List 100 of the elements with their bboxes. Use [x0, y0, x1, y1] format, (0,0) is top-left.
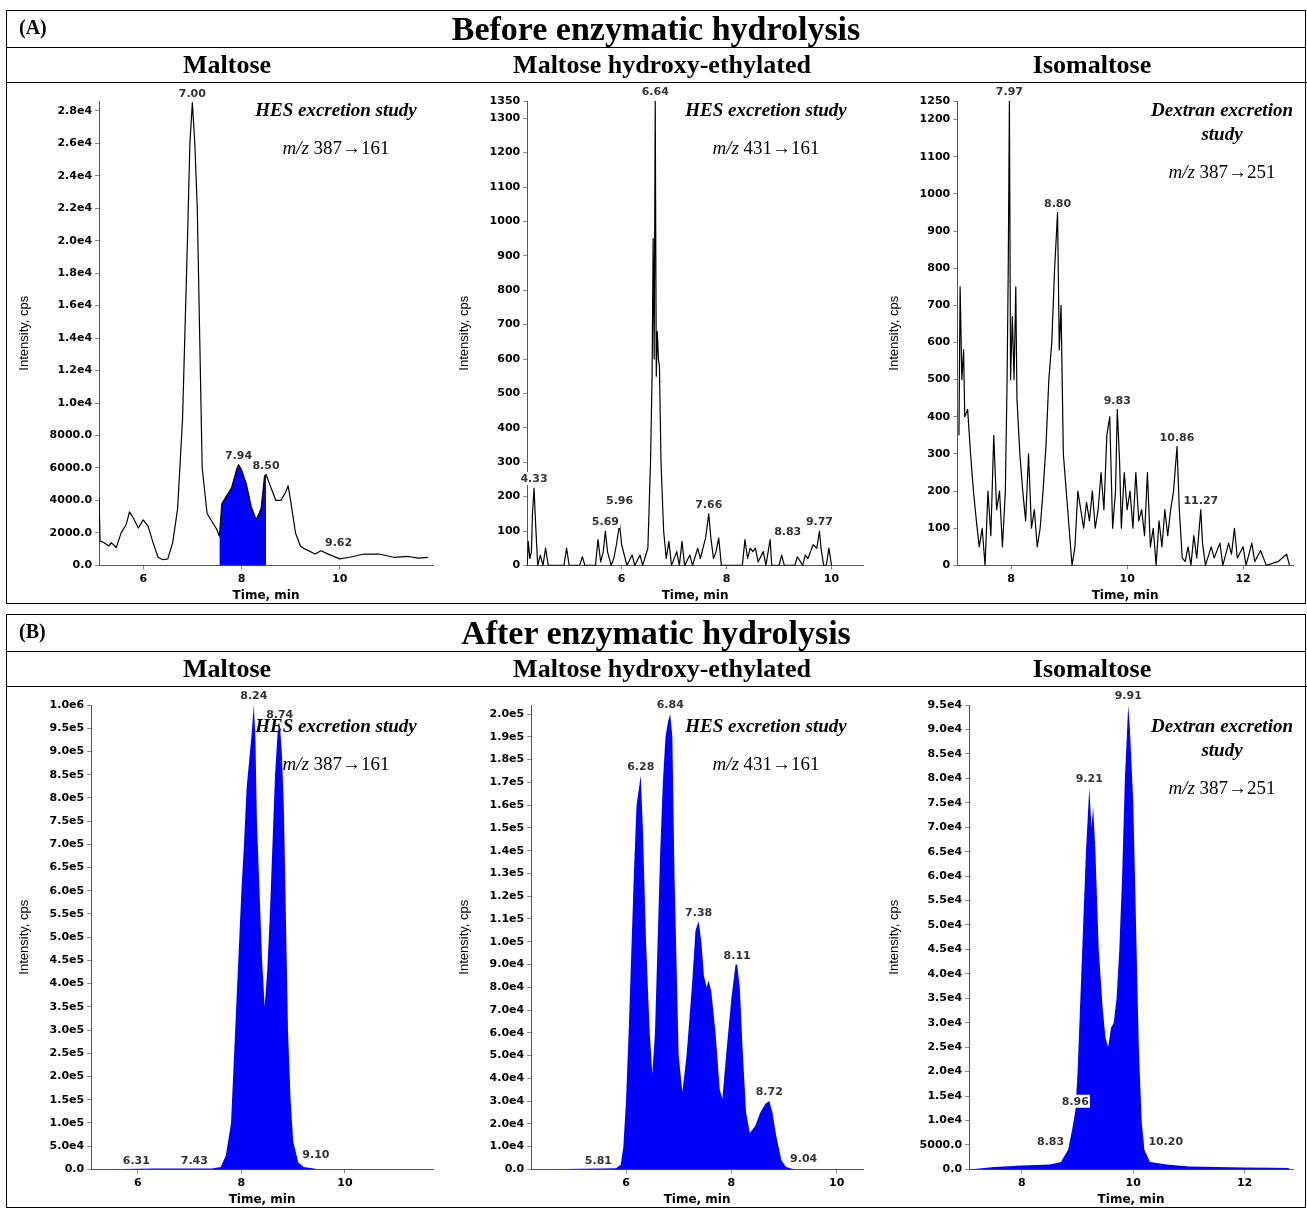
annotation: 7.97 [995, 85, 1023, 99]
annotation: 9.83 [1103, 393, 1131, 407]
y-tick-label: 1.4e4 [57, 330, 93, 344]
annotation: 9.04 [790, 1152, 818, 1166]
y-tick-label: 700 [927, 298, 951, 312]
y-tick-label: 1100 [919, 149, 951, 163]
y-tick-label: 5000.0 [919, 1137, 963, 1151]
y-tick-label: 3.0e4 [927, 1015, 963, 1029]
chart-title: Maltose hydroxy-ethylated [447, 652, 877, 687]
x-tick-label: 10 [1119, 571, 1136, 585]
text: (B) [19, 619, 46, 645]
y-tick-label: 1000 [489, 214, 521, 228]
y-tick-label: 6000.0 [49, 460, 93, 474]
text: After enzymatic hydrolysis [461, 614, 851, 651]
chart-title: Isomaltose [877, 48, 1307, 83]
annotation: HES excretion study [684, 714, 848, 738]
annotation: HES excretion study [684, 98, 848, 122]
y-tick-label: 800 [497, 283, 521, 297]
annotation: 9.91 [1114, 689, 1142, 703]
y-axis-title: Intensity, cps [456, 899, 472, 975]
annotation: 6.64 [641, 85, 670, 99]
y-axis-title: Intensity, cps [16, 295, 32, 371]
y-tick-label: 9.0e4 [489, 957, 525, 971]
annotation: 9.10 [302, 1147, 330, 1161]
y-axis-title: Intensity, cps [456, 295, 472, 371]
x-tick-label: 10 [332, 571, 348, 585]
y-tick-label: 6.0e4 [489, 1025, 525, 1039]
y-tick-label: 2.6e4 [57, 136, 93, 150]
x-tick-label: 8 [237, 571, 246, 585]
text: (A) [19, 15, 47, 41]
y-tick-label: 900 [927, 223, 951, 237]
y-axis-title: Intensity, cps [886, 295, 902, 371]
y-tick-label: 2.2e4 [57, 201, 93, 215]
y-tick-label: 1.8e5 [489, 752, 525, 766]
y-tick-label: 7.0e5 [49, 837, 85, 851]
x-tick-label: 6 [622, 1175, 631, 1189]
y-tick-label: 400 [497, 420, 521, 434]
y-tick-label: 5.0e5 [49, 930, 85, 944]
y-tick-label: 6.0e5 [49, 883, 85, 897]
y-tick-label: 900 [497, 248, 521, 262]
y-tick-label: 5.5e5 [49, 906, 85, 920]
annotation: 5.96 [605, 494, 634, 508]
y-tick-label: 2.8e4 [57, 103, 93, 117]
y-tick-label: 200 [497, 489, 521, 503]
y-tick-label: 7.0e4 [489, 1002, 525, 1016]
y-tick-label: 8.5e4 [927, 746, 963, 760]
annotation: 5.81 [584, 1153, 612, 1167]
annotation: 7.66 [695, 498, 723, 512]
annotation: 8.80 [1043, 196, 1072, 210]
y-tick-label: 2000.0 [49, 525, 93, 539]
y-axis-title: Intensity, cps [886, 899, 902, 975]
annotation: 7.94 [224, 449, 253, 463]
x-axis-title: Time, min [232, 587, 300, 602]
y-tick-label: 1.0e4 [57, 395, 93, 409]
x-axis-title: Time, min [661, 587, 729, 602]
y-tick-label: 6.0e4 [927, 868, 963, 882]
annotation: 8.72 [755, 1085, 783, 1099]
x-tick-label: 10 [829, 1175, 845, 1189]
y-tick-label: 7.5e5 [49, 813, 85, 827]
y-tick-label: 1.5e5 [489, 820, 525, 834]
y-tick-label: 4.0e4 [489, 1071, 525, 1085]
x-tick-label: 8 [722, 571, 731, 585]
y-tick-label: 2.0e5 [49, 1069, 85, 1083]
y-tick-label: 1.6e5 [489, 798, 525, 812]
y-tick-label: 1.5e4 [927, 1088, 963, 1102]
annotation: 10.20 [1148, 1135, 1184, 1149]
y-tick-label: 1.0e5 [489, 934, 525, 948]
annotation: m/z 431→161 [711, 752, 821, 776]
y-tick-label: 7.0e4 [927, 820, 963, 834]
y-tick-label: 5.0e4 [49, 1139, 85, 1153]
text: Before enzymatic hydrolysis [451, 10, 861, 47]
y-tick-label: 0.0 [942, 1162, 963, 1176]
annotation: 6.84 [656, 698, 685, 712]
y-axis-title: Intensity, cps [16, 899, 32, 975]
y-tick-label: 7.5e4 [927, 795, 963, 809]
y-tick-label: 2.5e5 [49, 1046, 85, 1060]
y-tick-label: 1.0e6 [49, 697, 85, 711]
y-tick-label: 4.5e5 [49, 953, 85, 967]
y-tick-label: 3.5e5 [49, 999, 85, 1013]
annotation: m/z 387→161 [281, 752, 391, 776]
annotation: 6.31 [122, 1153, 150, 1167]
x-axis-title: Time, min [1097, 1191, 1165, 1206]
y-tick-label: 1100 [489, 179, 521, 193]
y-tick-label: 1.1e5 [489, 911, 525, 925]
y-tick-label: 1000 [919, 186, 951, 200]
y-tick-label: 2.4e4 [57, 168, 93, 182]
x-tick-label: 6 [139, 571, 148, 585]
y-tick-label: 800 [927, 261, 951, 275]
y-tick-label: 1300 [489, 111, 521, 125]
y-tick-label: 700 [497, 317, 521, 331]
annotation: 4.33 [520, 472, 548, 486]
y-tick-label: 8.5e5 [49, 767, 85, 781]
y-tick-label: 4000.0 [49, 493, 93, 507]
y-tick-label: 4.0e4 [927, 966, 963, 980]
x-tick-label: 8 [237, 1175, 246, 1189]
x-tick-label: 8 [1018, 1175, 1026, 1189]
y-tick-label: 1.5e5 [49, 1092, 85, 1106]
y-tick-label: 6.5e4 [927, 844, 963, 858]
x-tick-label: 10 [1125, 1175, 1142, 1189]
y-tick-label: 5.0e4 [927, 917, 963, 931]
